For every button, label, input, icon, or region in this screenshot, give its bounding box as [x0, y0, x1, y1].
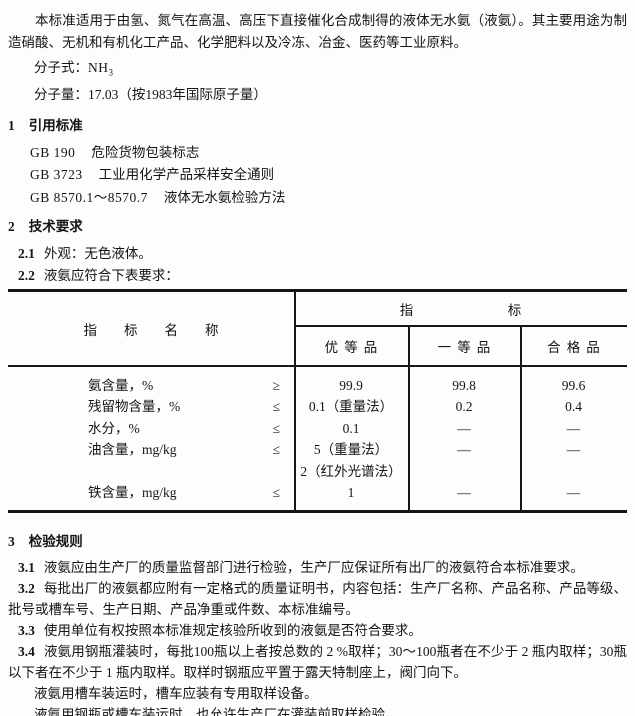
clause-number: 2.1: [18, 246, 35, 262]
premium-value: 5（重量法） 2（红外光谱法）: [294, 439, 408, 482]
reference-item: GB 8570.1～8570.7 液体无水氨检验方法: [8, 187, 627, 210]
spec-operator: ≤: [272, 442, 280, 458]
grade-header-first: 一等品: [437, 340, 497, 356]
table-body: 氨含量，% ≥ 99.9 99.8 99.6 残留物含量，% ≤ 0.1（重量法） …: [8, 367, 627, 510]
first-grade-value: 0.2: [455, 399, 473, 415]
spec-name: 氨含量，%: [88, 377, 154, 393]
premium-value-line1: 5（重量法）: [313, 442, 389, 458]
grade-header-row: 优等品 一等品 合格品: [294, 326, 627, 367]
premium-value: 99.9: [339, 377, 363, 393]
qualified-value: —: [566, 420, 581, 436]
clause-3-2: 3.2 每批出厂的液氨都应附有一定格式的质量证明书，内容包括：生产厂名称、产品名称…: [8, 578, 627, 620]
index-header: 指标: [399, 303, 616, 319]
qualified-value: 0.4: [565, 399, 582, 415]
premium-value-line2: 2（红外光谱法）: [300, 463, 402, 479]
reference-code: GB 8570.1～8570.7: [30, 189, 148, 205]
reference-code: GB 190: [30, 144, 76, 160]
spec-name: 铁含量，mg/kg: [88, 485, 177, 501]
inspection-rules: 3.1 液氨应由生产厂的质量监督部门进行检验，生产厂应保证所有出厂的液氨符合本标准…: [8, 557, 627, 716]
item-name-header: 指标名称: [83, 323, 246, 339]
molecular-formula-line: 分子式：NH3: [8, 57, 627, 84]
clause-number: 2.2: [18, 268, 35, 284]
spec-table: 指标名称 指标 优等品 一等品 合格品 氨含量，% ≥ 99.9 99.8 99.…: [8, 289, 627, 513]
clause-text: 液氨应符合下表要求：: [43, 268, 179, 284]
spec-name-cell: 水分，% ≤: [8, 418, 294, 440]
reference-item: GB 190 危险货物包装标志: [8, 142, 627, 165]
table-header: 指标名称 指标 优等品 一等品 合格品: [8, 292, 627, 367]
clause-3-4: 3.4 液氨用钢瓶灌装时，每批100瓶以上者按总数的 2 %取样；30～100瓶者…: [8, 641, 627, 683]
spec-name-cell: 氨含量，% ≥: [8, 375, 294, 397]
intro-paragraph: 本标准适用于由氢、氮气在高温、高压下直接催化合成制得的液体无水氨（液氨）。其主要…: [8, 13, 627, 50]
qualified-value: 99.6: [561, 377, 586, 393]
section-number: 2: [8, 219, 15, 235]
molecular-weight-line: 分子量：17.03（按1983年国际原子量）: [34, 86, 267, 102]
clause-text: 液氨应由生产厂的质量监督部门进行检验，生产厂应保证所有出厂的液氨符合本标准要求。: [43, 559, 584, 575]
spec-name: 残留物含量，%: [88, 399, 181, 415]
table-vertical-rule: [408, 325, 410, 510]
section-heading-1: 1 引用标准: [8, 117, 627, 135]
reference-code: GB 3723: [30, 167, 83, 183]
formula-label: 分子式：: [34, 60, 88, 75]
clause-text: 使用单位有权按照本标准规定核验所收到的液氨是否符合要求。: [43, 622, 422, 638]
clause-number: 3.4: [18, 643, 35, 659]
spec-name-cell: 残留物含量，% ≤: [8, 396, 294, 418]
table-row: 残留物含量，% ≤ 0.1（重量法） 0.2 0.4: [8, 396, 627, 418]
reference-name: 工业用化学产品采样安全通则: [98, 167, 275, 183]
spec-operator: ≤: [272, 399, 280, 415]
formula-subscript: 3: [108, 67, 114, 78]
first-grade-value: —: [457, 420, 471, 436]
section-number: 3: [8, 533, 15, 549]
spec-name: 油含量，mg/kg: [88, 442, 177, 458]
spec-name-cell: 油含量，mg/kg ≤: [8, 439, 294, 482]
table-vertical-rule: [520, 325, 522, 510]
section-heading-2: 2 技术要求: [8, 218, 627, 236]
premium-value: 1: [347, 485, 355, 501]
first-grade-value: —: [457, 442, 471, 458]
grade-header-qualified: 合格品: [547, 340, 606, 356]
qualified-value: —: [566, 442, 581, 458]
clause-text: 外观：无色液体。: [43, 246, 152, 262]
premium-value: 0.1（重量法）: [308, 399, 394, 415]
reference-item: GB 3723 工业用化学产品采样安全通则: [8, 164, 627, 187]
table-horizontal-rule: [8, 365, 627, 367]
clause-text: 每批出厂的液氨都应附有一定格式的质量证明书，内容包括：生产厂名称、产品名称、产品…: [8, 580, 627, 617]
qualified-value: —: [566, 485, 581, 501]
section-heading-3: 3 检验规则: [8, 533, 627, 551]
tanker-paragraph: 液氨用槽车装运时，槽车应装有专用取样设备。: [34, 685, 318, 701]
premium-value: 0.1: [342, 420, 360, 436]
grade-header-premium: 优等品: [324, 340, 384, 356]
section-title: 检验规则: [28, 533, 83, 549]
clause-2-1: 2.1 外观：无色液体。: [8, 243, 627, 265]
clause-3-3: 3.3 使用单位有权按照本标准规定核验所收到的液氨是否符合要求。: [8, 620, 627, 641]
spec-operator: ≥: [272, 377, 280, 393]
clause-3-1: 3.1 液氨应由生产厂的质量监督部门进行检验，生产厂应保证所有出厂的液氨符合本标准…: [8, 557, 627, 578]
spec-operator: ≤: [272, 420, 280, 436]
section-number: 1: [8, 117, 15, 133]
table-row: 氨含量，% ≥ 99.9 99.8 99.6: [8, 375, 627, 397]
first-grade-value: —: [457, 485, 471, 501]
formula-main: NH: [88, 60, 109, 75]
clause-text: 液氨用钢瓶灌装时，每批100瓶以上者按总数的 2 %取样；30～100瓶者在不少…: [8, 643, 627, 680]
table-row: 油含量，mg/kg ≤ 5（重量法） 2（红外光谱法） — —: [8, 439, 627, 482]
spec-operator: ≤: [272, 485, 280, 501]
first-grade-value: 99.8: [452, 377, 476, 393]
reference-name: 危险货物包装标志: [91, 144, 200, 160]
table-horizontal-rule: [295, 325, 627, 327]
reference-list: GB 190 危险货物包装标志 GB 3723 工业用化学产品采样安全通则 GB 8…: [8, 142, 627, 210]
table-vertical-rule: [294, 292, 296, 510]
clause-2-2: 2.2 液氨应符合下表要求：: [8, 265, 627, 287]
index-header-group: 指标 优等品 一等品 合格品: [294, 292, 627, 367]
section-title: 引用标准: [28, 117, 83, 133]
spec-name-cell: 铁含量，mg/kg ≤: [8, 482, 294, 504]
reference-name: 液体无水氨检验方法: [163, 189, 286, 205]
table-row: 铁含量，mg/kg ≤ 1 — —: [8, 482, 627, 504]
spec-name: 水分，%: [88, 420, 140, 436]
clause-number: 3.2: [18, 580, 35, 596]
clause-number: 3.3: [18, 622, 35, 638]
section-title: 技术要求: [28, 219, 83, 235]
pre-filling-paragraph: 液氨用钢瓶或槽车装运时，也允许生产厂在灌装前取样检验。: [34, 706, 399, 716]
table-row: 水分，% ≤ 0.1 — —: [8, 418, 627, 440]
clause-number: 3.1: [18, 559, 35, 575]
